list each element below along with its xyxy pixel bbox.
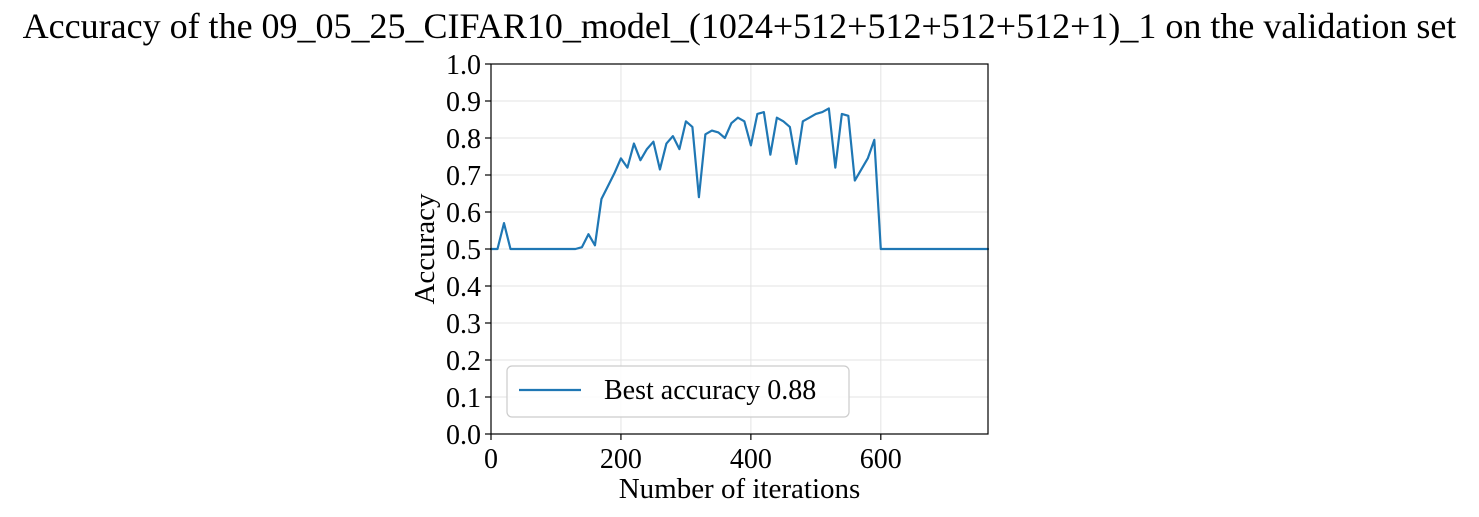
x-tick-label: 400: [730, 444, 772, 475]
series-layer: [489, 107, 990, 251]
y-axis-label: Accuracy: [409, 193, 441, 305]
x-tick-label: 200: [600, 444, 642, 475]
y-tick-label: 1.0: [446, 50, 481, 81]
y-tick-label: 0.1: [446, 383, 481, 414]
x-tick-label: 0: [484, 444, 498, 475]
x-tick-label: 600: [860, 444, 902, 475]
y-tick-label: 0.6: [446, 198, 481, 229]
y-tick-label: 0.5: [446, 235, 481, 266]
x-axis-label: Number of iterations: [619, 473, 861, 505]
y-tick-label: 0.9: [446, 87, 481, 118]
y-tick-label: 0.2: [446, 346, 481, 377]
y-tick-label: 0.8: [446, 124, 481, 155]
series-line: [489, 107, 990, 251]
y-tick-label: 0.3: [446, 309, 481, 340]
chart-title: Accuracy of the 09_05_25_CIFAR10_model_(…: [23, 6, 1457, 46]
legend: Best accuracy 0.88: [506, 365, 850, 418]
y-tick-label: 0.7: [446, 161, 481, 192]
legend-box: [506, 365, 850, 418]
y-tick-label: 0.4: [446, 272, 481, 303]
tick-layer: 0.0 0.1 0.2 0.3 0.4 0.5 0.6 0.7 0.8 0.9 1.0 0 200 400…: [446, 50, 902, 475]
legend-label: Best accuracy 0.88: [604, 375, 816, 406]
y-tick-label: 0.0: [446, 420, 481, 451]
